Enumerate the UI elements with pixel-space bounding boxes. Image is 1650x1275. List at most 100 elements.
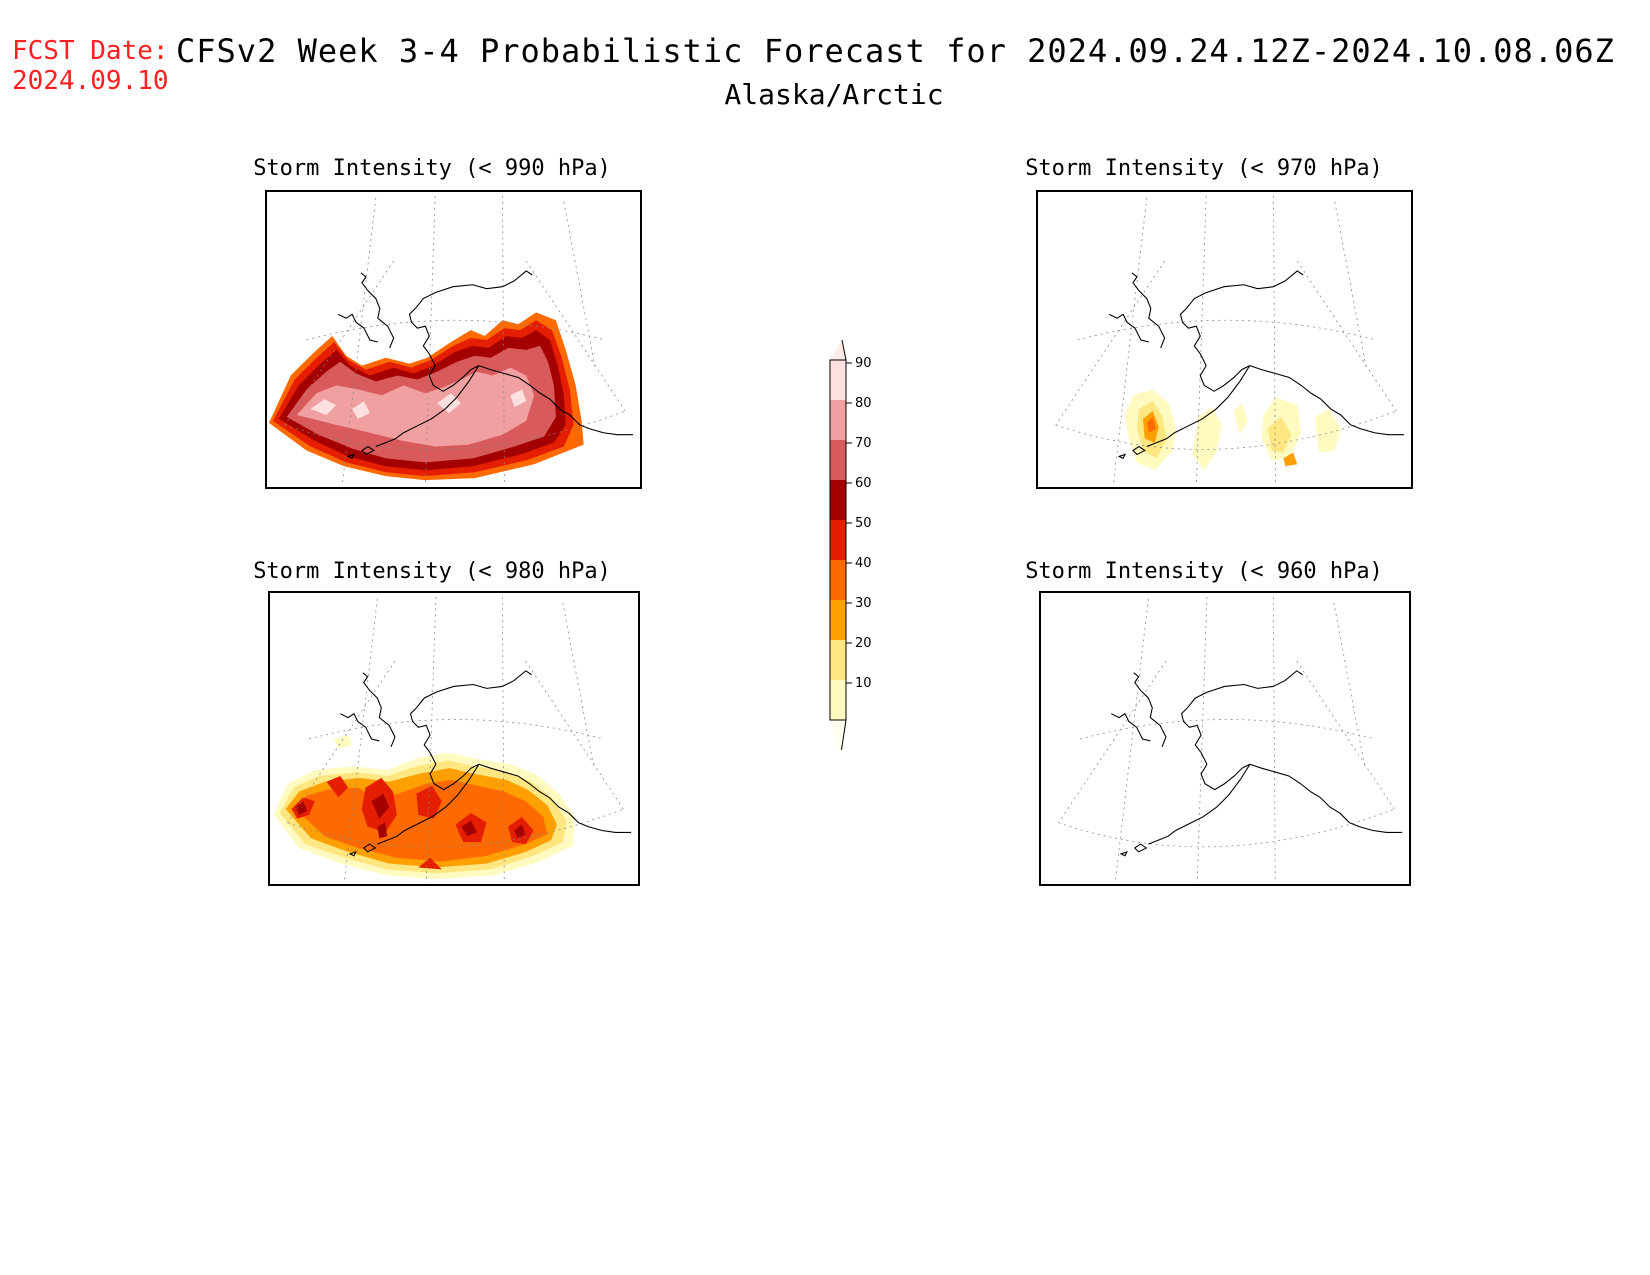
colorbar-tail-bottom: [830, 719, 847, 750]
graticule-line: [1058, 808, 1395, 848]
fcst-date-label: FCST Date:: [12, 36, 169, 66]
coastline: [1132, 445, 1146, 456]
graticule-line: [1273, 195, 1276, 487]
graticule-line: [1296, 260, 1397, 412]
coastline: [1108, 313, 1149, 343]
graticule-line: [1079, 719, 1375, 740]
coastline: [360, 272, 395, 349]
colorbar-swatch: [830, 560, 846, 600]
coastline: [478, 365, 634, 436]
graticule-line: [1296, 660, 1395, 810]
coastline: [1185, 270, 1304, 309]
map-panel-970: [1036, 190, 1413, 489]
coastline: [340, 712, 380, 742]
colorbar-swatch: [830, 400, 846, 440]
graticule-line: [563, 201, 596, 370]
coastline: [1180, 707, 1208, 765]
coastline: [415, 670, 532, 709]
graticule-line: [287, 808, 624, 848]
map-canvas: [268, 195, 634, 487]
graticule-line: [562, 602, 595, 769]
graticule-line: [425, 596, 437, 884]
contour-10: [1125, 389, 1341, 471]
graticule-line: [1077, 319, 1377, 341]
coastline: [409, 707, 437, 765]
coastline: [404, 764, 480, 831]
colorbar-tick-label: 20: [855, 636, 872, 651]
graticule-line: [1114, 598, 1149, 884]
colorbar-tick-label: 30: [855, 596, 872, 611]
coastline: [1199, 365, 1250, 392]
panel-title-960: Storm Intensity (< 960 hPa): [1025, 559, 1383, 584]
colorbar-outline: [829, 359, 847, 721]
graticule-line: [501, 596, 505, 884]
graticule-line: [1055, 410, 1397, 450]
coastline: [377, 830, 406, 845]
colorbar-tick-label: 10: [855, 676, 872, 691]
coastline: [478, 763, 632, 833]
panel-title-990: Storm Intensity (< 990 hPa): [253, 156, 611, 181]
graticule-line: [308, 719, 604, 740]
colorbar-swatch: [830, 360, 846, 400]
coastline: [414, 270, 533, 309]
fcst-date-value: 2024.09.10: [12, 66, 169, 96]
graticule-line: [1112, 197, 1148, 487]
panel-title-980: Storm Intensity (< 980 hPa): [253, 559, 611, 584]
colorbar-swatch: [830, 640, 846, 680]
coastline: [1117, 453, 1127, 460]
colorbar-swatch: [830, 520, 846, 560]
graticule-line: [525, 260, 626, 412]
contour-60: [295, 793, 526, 839]
coastline: [1186, 670, 1303, 709]
coastline: [1133, 843, 1148, 853]
coastline: [1146, 432, 1175, 448]
contour-40: [293, 779, 548, 862]
coastline: [1249, 763, 1403, 833]
colorbar-swatch: [830, 480, 846, 520]
coastline: [1200, 763, 1251, 791]
colorbar-swatch: [830, 440, 846, 480]
graticule-line: [284, 410, 626, 450]
coastline: [348, 850, 357, 857]
coastline: [375, 432, 404, 448]
contour-90: [310, 389, 527, 419]
map-canvas: [273, 596, 632, 884]
coastline: [346, 453, 356, 460]
coastline: [1175, 764, 1251, 831]
graticule-line: [1334, 201, 1367, 370]
coastline: [429, 763, 480, 791]
coastline: [1148, 830, 1177, 845]
colorbar-swatch: [830, 680, 846, 720]
graticule-line: [424, 195, 436, 487]
contour-50: [291, 775, 534, 870]
graticule-line: [341, 197, 377, 487]
graticule-line: [1058, 660, 1167, 823]
coastline: [362, 672, 396, 747]
graticule-line: [1196, 596, 1208, 884]
coastline: [1179, 308, 1207, 366]
coastline: [1174, 365, 1251, 434]
graticule-line: [1333, 602, 1366, 769]
colorbar-tick-label: 80: [855, 396, 872, 411]
graticule-line: [525, 660, 624, 810]
colorbar-tick-label: 40: [855, 556, 872, 571]
contour-40: [1146, 416, 1156, 433]
coastline: [362, 843, 377, 853]
coastline: [1119, 850, 1128, 857]
map-panel-980: [268, 591, 640, 886]
map-panel-990: [265, 190, 642, 489]
graticule-line: [306, 319, 606, 341]
contour-20: [1136, 401, 1292, 459]
coastline: [1133, 672, 1167, 747]
graticule-line: [343, 598, 378, 884]
colorbar-tick-label: 90: [855, 356, 872, 371]
colorbar-tail-top: [830, 339, 847, 361]
graticule-line: [502, 195, 505, 487]
map-panel-960: [1039, 591, 1411, 886]
colorbar-legend: 10 20 30 40 50 60 70 80 90: [829, 339, 872, 750]
coastline: [1249, 365, 1405, 436]
contour-80: [296, 367, 535, 447]
colorbar-tick-label: 50: [855, 516, 872, 531]
coastline: [403, 365, 480, 434]
coastline: [1131, 272, 1166, 349]
